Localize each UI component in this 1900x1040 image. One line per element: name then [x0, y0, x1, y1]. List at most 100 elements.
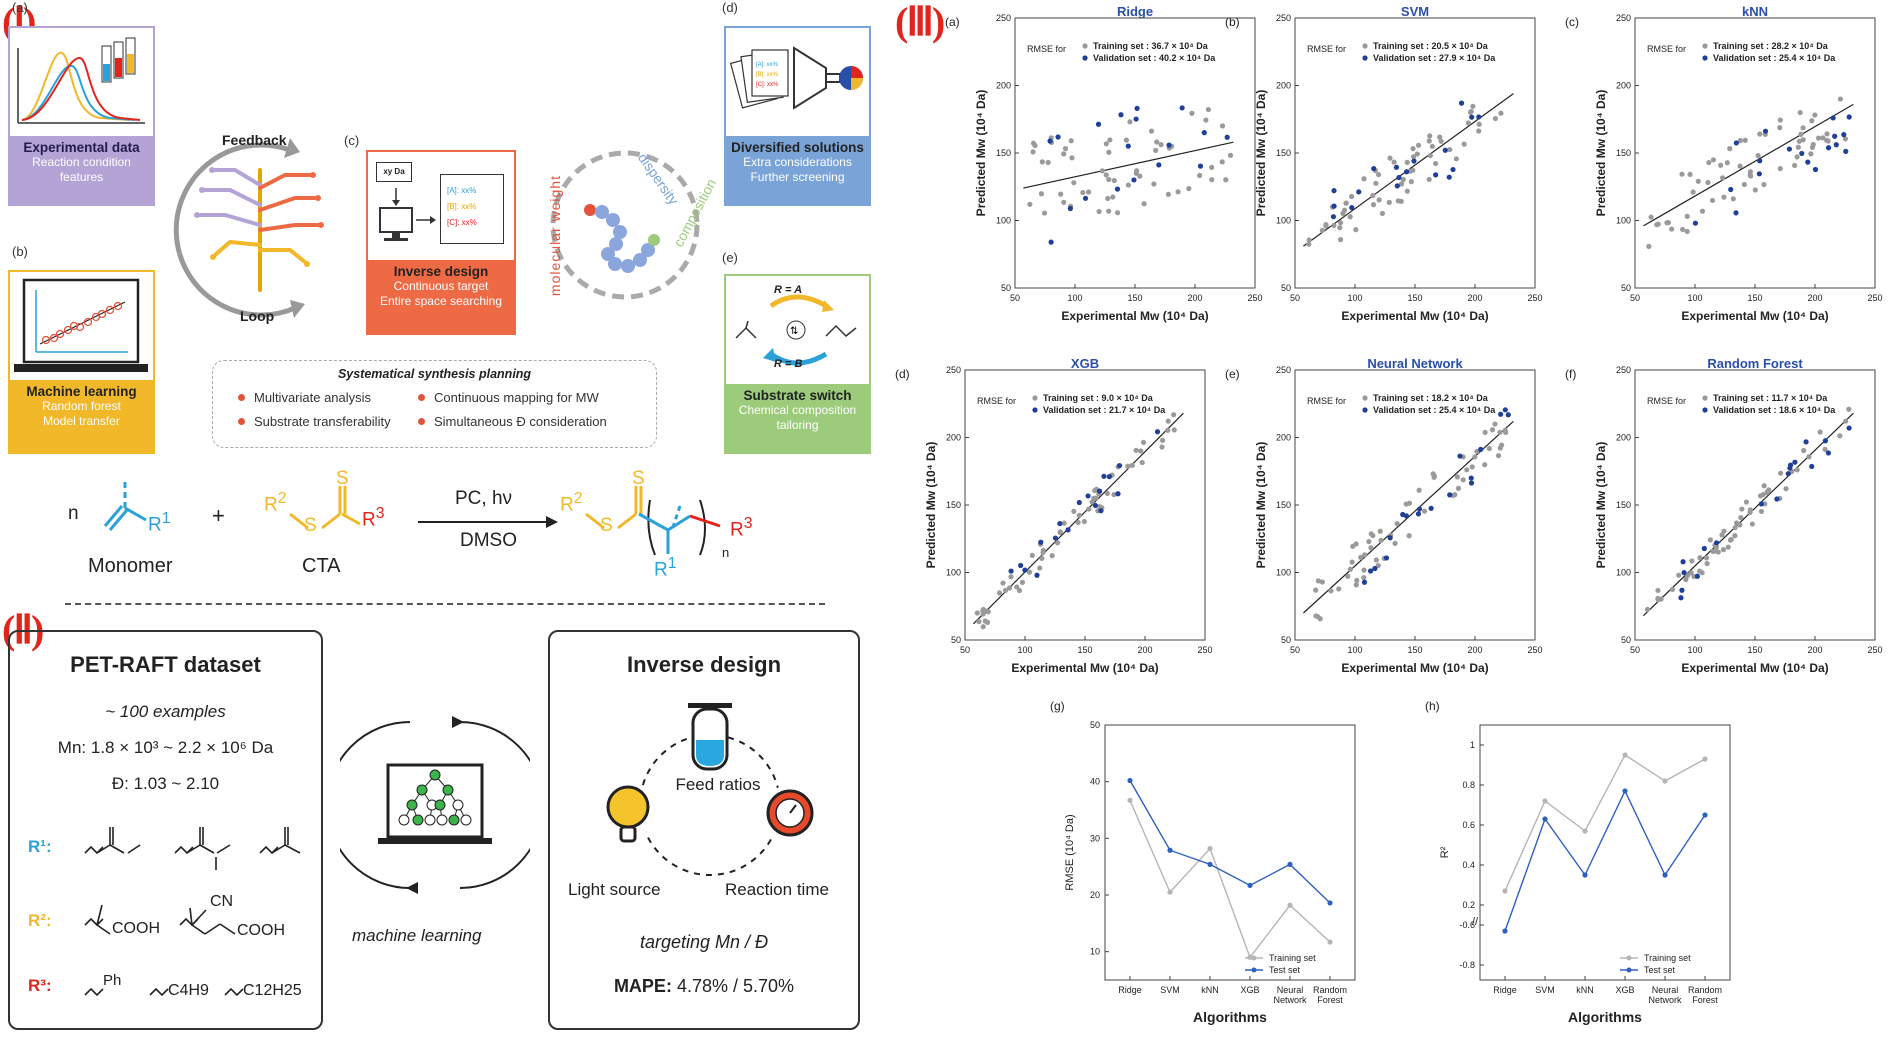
train-point — [1319, 579, 1325, 585]
train-point — [1045, 159, 1051, 166]
cta-s1: S — [304, 515, 317, 536]
panel-label-b: (b) — [12, 244, 28, 259]
series-point — [1622, 752, 1628, 758]
validation-point — [1098, 508, 1104, 514]
experimental-data-card: Experimental data Reaction condition fea… — [8, 26, 155, 206]
legend-val-marker — [1082, 55, 1088, 61]
train-point — [1713, 548, 1719, 554]
y-tick-label: 100 — [1276, 568, 1291, 578]
line-chart-g: (g) 10 20 30 40 50 Ridge SVM kNN XGB NeuralNetwork… — [1050, 699, 1356, 1025]
train-point — [1071, 508, 1077, 514]
validation-point — [1394, 183, 1400, 189]
legend-label: Test set — [1644, 965, 1676, 975]
series-point — [1327, 939, 1333, 945]
train-point — [983, 608, 989, 614]
train-point — [1472, 454, 1478, 460]
train-point — [1349, 559, 1355, 565]
train-point — [1720, 175, 1726, 181]
train-point — [1431, 473, 1438, 479]
train-point — [1171, 427, 1177, 433]
train-point — [1317, 616, 1323, 622]
rmse-for-label: RMSE for — [977, 396, 1016, 406]
train-point — [1337, 237, 1344, 243]
x-tick-label: 200 — [1807, 645, 1822, 655]
train-point — [1806, 454, 1812, 460]
train-point — [1361, 567, 1367, 573]
train-point — [1783, 486, 1789, 492]
series-point — [1502, 888, 1508, 894]
train-point — [1789, 468, 1795, 475]
validation-point — [1713, 540, 1720, 546]
train-point — [1433, 160, 1439, 167]
laptop-scatter-icon — [14, 278, 148, 372]
panel-label-e: (e) — [722, 250, 738, 265]
plus-sign: + — [212, 503, 225, 528]
y-tick-label: 20 — [1090, 890, 1100, 900]
train-point — [1368, 531, 1374, 537]
plot-frame — [1014, 17, 1256, 289]
property-ring-diagram — [550, 150, 700, 300]
y-axis-label: Predicted Mw (10⁴ Da) — [1594, 442, 1608, 569]
condition-top: PC, hν — [455, 488, 513, 509]
train-point — [1148, 128, 1155, 134]
legend-label: Training set — [1269, 953, 1316, 963]
plot-frame — [1294, 17, 1536, 289]
validation-point — [1067, 205, 1073, 212]
fit-line — [1642, 412, 1854, 617]
ml-title: Machine learning — [26, 384, 137, 399]
validation-point — [1728, 186, 1734, 193]
train-point — [1019, 579, 1026, 585]
r2-cooh-1: COOH — [112, 920, 160, 937]
train-point — [1315, 578, 1321, 584]
chart-panel-label: (d) — [895, 367, 910, 381]
validation-point — [1792, 459, 1798, 465]
train-point — [1747, 172, 1753, 178]
validation-point — [1065, 527, 1071, 533]
train-point — [1370, 532, 1376, 539]
fit-line — [972, 412, 1184, 625]
train-point — [1379, 210, 1386, 217]
machine-learning-card: Machine learning Random forest Model tra… — [8, 270, 155, 454]
x-tick-label: 100 — [1347, 645, 1362, 655]
train-point — [1749, 521, 1755, 527]
validation-point — [1131, 177, 1137, 183]
train-point — [1755, 152, 1761, 159]
train-point — [1347, 566, 1353, 572]
train-point — [1106, 149, 1112, 155]
r2-label: R²: — [28, 911, 52, 930]
train-point — [1706, 159, 1712, 166]
validation-point — [1786, 146, 1792, 152]
x-tick-label: 150 — [1747, 293, 1762, 303]
train-point — [1453, 156, 1459, 162]
y-tick-label: 0.8 — [1462, 780, 1475, 790]
train-point — [1323, 223, 1329, 229]
validation-point — [1154, 429, 1161, 435]
legend-train-rmse: Training set : 36.7 × 10⁴ Da — [1093, 41, 1209, 51]
train-point — [1757, 493, 1764, 499]
x-tick-label: 50 — [1630, 293, 1640, 303]
train-point — [1406, 533, 1412, 539]
train-point — [1006, 585, 1013, 591]
svg-text:⇅: ⇅ — [790, 326, 798, 337]
planning-bullet-3: Substrate transferability — [238, 414, 391, 429]
train-point — [1761, 483, 1767, 489]
rmse-for-label: RMSE for — [1647, 44, 1686, 54]
x-tick-label: XGB — [1240, 985, 1259, 995]
rmse-for-label: RMSE for — [1307, 44, 1346, 54]
train-point — [1008, 574, 1014, 580]
train-point — [1430, 471, 1436, 477]
validation-point — [1092, 502, 1099, 509]
y-axis-label: Predicted Mw (10⁴ Da) — [1254, 90, 1268, 217]
train-point — [1655, 587, 1661, 594]
train-point — [1474, 448, 1480, 455]
laptop-plot-image — [10, 272, 153, 380]
train-point — [1733, 520, 1740, 526]
x-tick-label: 150 — [1407, 293, 1422, 303]
train-point — [1376, 197, 1382, 203]
train-point — [1388, 532, 1394, 538]
train-point — [1764, 489, 1770, 495]
validation-point — [1116, 462, 1123, 469]
chart-title: kNN — [1742, 4, 1768, 19]
r1-structures — [84, 827, 301, 870]
train-point — [1373, 180, 1379, 186]
